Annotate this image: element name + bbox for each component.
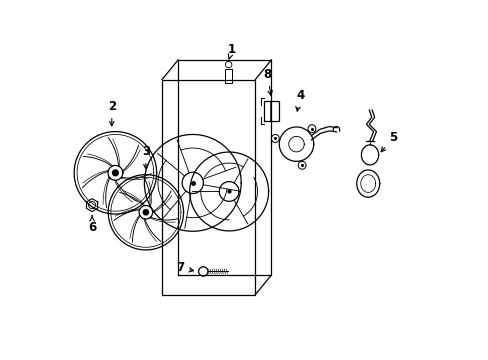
Text: 4: 4 [295, 89, 304, 111]
Text: 1: 1 [228, 43, 236, 59]
Text: 2: 2 [107, 100, 116, 126]
Circle shape [143, 210, 148, 215]
Text: 8: 8 [263, 68, 272, 95]
Text: 5: 5 [381, 131, 397, 152]
Text: 6: 6 [88, 216, 96, 234]
Text: 3: 3 [142, 145, 150, 169]
Text: 7: 7 [176, 261, 193, 274]
Circle shape [112, 170, 118, 176]
